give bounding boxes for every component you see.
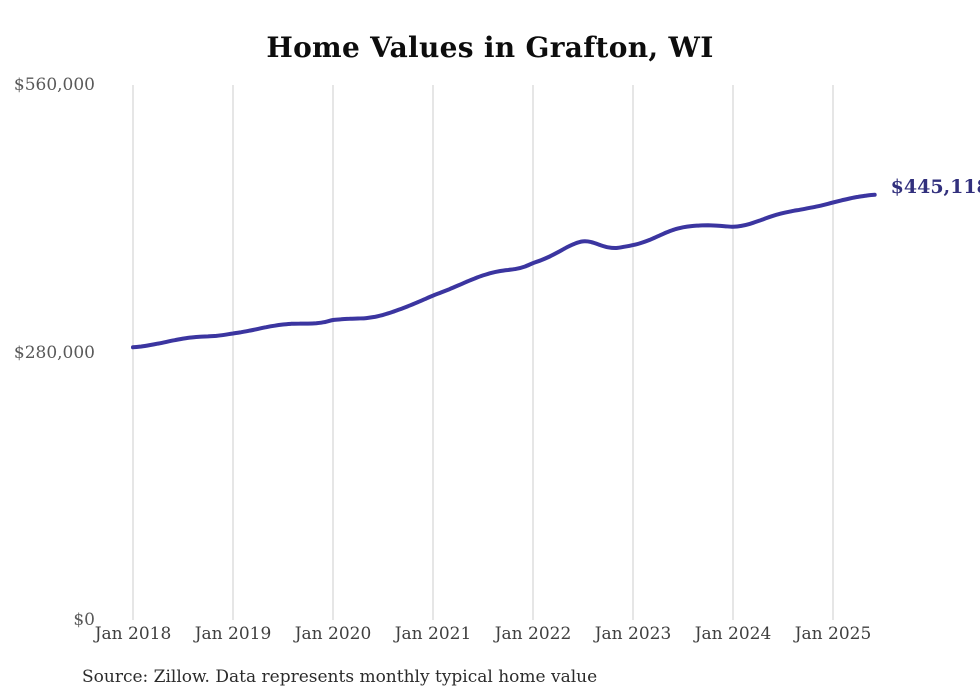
y-axis-tick-label: $280,000	[13, 342, 95, 363]
x-axis-tick-label: Jan 2019	[194, 624, 272, 644]
latest-value-label: $445,118	[890, 175, 980, 198]
home-value-line	[131, 192, 877, 350]
x-axis-tick-label: Jan 2021	[394, 624, 472, 644]
y-axis-tick-label: $0	[73, 610, 95, 630]
x-axis-tick-label: Jan 2025	[794, 624, 872, 644]
chart-title: Home Values in Grafton, WI	[266, 31, 714, 64]
x-axis-tick-label: Jan 2023	[594, 624, 672, 644]
y-axis-tick-label: $560,000	[13, 75, 95, 95]
x-axis-tick-label: Jan 2020	[294, 624, 372, 644]
source-note: Source: Zillow. Data represents monthly …	[82, 667, 598, 687]
x-axis-tick-label: Jan 2024	[694, 624, 772, 644]
x-axis-tick-label: Jan 2022	[494, 624, 572, 644]
x-axis-tick-label: Jan 2018	[94, 624, 172, 644]
